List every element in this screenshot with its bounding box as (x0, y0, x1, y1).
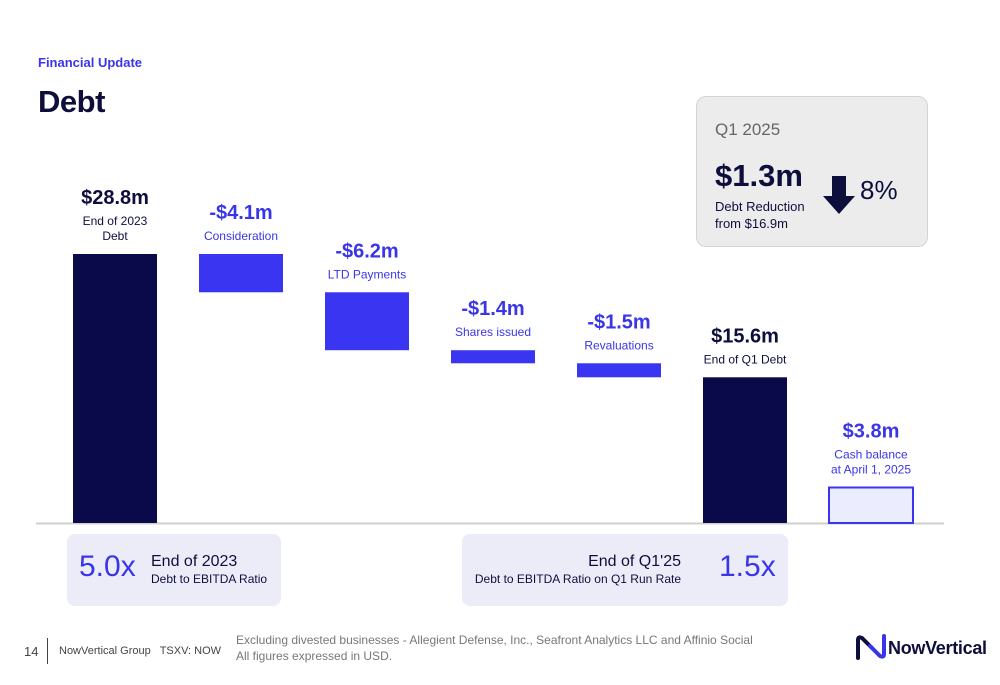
footnote-line1: Excluding divested businesses - Allegien… (236, 633, 753, 647)
waterfall-bar-5 (703, 377, 787, 523)
footer-divider (47, 638, 48, 664)
bar-value-label-2: -$6.2m (335, 240, 398, 262)
ratio-subtitle-2023: Debt to EBITDA Ratio (151, 572, 268, 586)
section-label: Financial Update (38, 55, 143, 70)
logo-text: NowVertical (888, 638, 987, 658)
q1-period: Q1 2025 (715, 120, 781, 139)
down-arrow-icon (823, 176, 855, 214)
q1-debt-reduction-amount: $1.3m (715, 158, 803, 193)
bar-value-label-0: $28.8m (81, 187, 149, 209)
ratio-card-2023: 5.0x End of 2023 Debt to EBITDA Ratio (67, 534, 281, 606)
company-name: NowVertical Group (59, 645, 151, 657)
footnote-line2: All figures expressed in USD. (236, 649, 393, 663)
bar-category-label-4-0: Revaluations (584, 338, 653, 352)
bar-category-label-1-0: Consideration (204, 229, 278, 243)
page-number: 14 (24, 644, 39, 659)
bar-category-label-2-0: LTD Payments (328, 267, 406, 281)
waterfall-bar-2 (325, 292, 409, 351)
ratio-value-2023: 5.0x (79, 550, 136, 583)
bar-category-label-6-0: Cash balance (834, 448, 908, 462)
ratio-title-q1: End of Q1'25 (588, 553, 681, 570)
q1-desc-line1: Debt Reduction (715, 199, 805, 214)
waterfall-bar-6 (828, 486, 914, 525)
bar-category-label-0-1: Debt (102, 229, 128, 243)
bar-value-label-5: $15.6m (711, 325, 779, 347)
waterfall-bar-1 (199, 254, 283, 293)
q1-debt-reduction-desc: Debt Reduction from $16.9m (715, 198, 805, 232)
bar-value-label-1: -$4.1m (209, 202, 272, 224)
waterfall-bar-0 (73, 254, 157, 523)
bar-category-label-5-0: End of Q1 Debt (704, 352, 787, 366)
ratio-card-q1: End of Q1'25 Debt to EBITDA Ratio on Q1 … (462, 534, 788, 606)
bar-value-label-4: -$1.5m (587, 311, 650, 333)
bar-category-label-0-0: End of 2023 (83, 214, 148, 228)
q1-reduction-percent: 8% (860, 175, 898, 205)
ratio-subtitle-q1: Debt to EBITDA Ratio on Q1 Run Rate (474, 572, 681, 586)
bar-category-label-6-1: at April 1, 2025 (831, 463, 911, 477)
ratio-value-q1: 1.5x (719, 550, 776, 583)
page-title: Debt (38, 84, 105, 119)
q1-summary-card: Q1 2025 $1.3m Debt Reduction from $16.9m… (696, 96, 928, 247)
waterfall-bar-3 (451, 350, 535, 364)
q1-desc-line2: from $16.9m (715, 216, 788, 231)
bar-value-label-3: -$1.4m (461, 298, 524, 320)
ratio-title-2023: End of 2023 (151, 553, 238, 570)
nowvertical-logo-icon (856, 634, 886, 660)
bar-value-label-6: $3.8m (843, 421, 900, 443)
footnote: Excluding divested businesses - Allegien… (236, 632, 753, 664)
waterfall-bar-4 (577, 363, 661, 378)
ticker: TSXV: NOW (159, 645, 222, 657)
footer-company: NowVertical Group TSXV: NOW (59, 645, 221, 657)
bar-category-label-3-0: Shares issued (455, 325, 531, 339)
